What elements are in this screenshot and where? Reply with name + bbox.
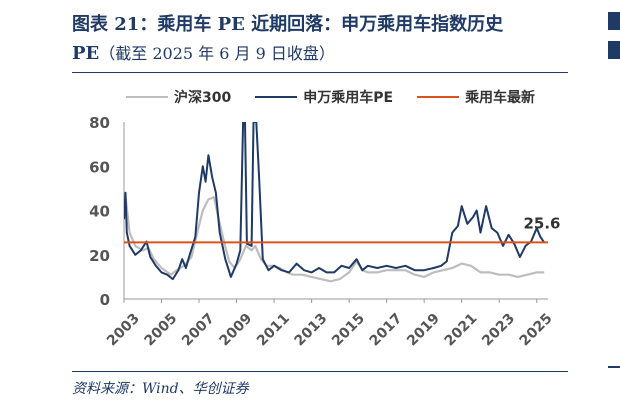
chart-legend: 沪深300 申万乘用车PE 乘用车最新 xyxy=(126,86,535,108)
legend-swatch-sw-pe xyxy=(255,96,298,98)
x-tick-label: 2013 xyxy=(292,311,331,350)
chart-title: 图表 21：乘用车 PE 近期回落：申万乘用车指数历史 PE（截至 2025 年… xyxy=(72,10,612,68)
pe-line-chart: 0204060802003200520072009201120132015201… xyxy=(89,114,560,350)
title-line-2-sub: （截至 2025 年 6 月 9 日收盘） xyxy=(99,44,335,63)
y-tick-label: 60 xyxy=(89,158,110,176)
x-tick-label: 2021 xyxy=(442,311,481,350)
latest-value-label: 25.6 xyxy=(523,214,560,232)
x-tick-label: 2003 xyxy=(104,311,143,350)
legend-swatch-latest xyxy=(417,96,460,98)
legend-item-sw-pe: 申万乘用车PE xyxy=(255,87,393,107)
adjacent-panel-fragment xyxy=(608,12,620,30)
footer-divider xyxy=(72,371,568,372)
x-tick-label: 2009 xyxy=(217,311,256,350)
title-line-2: PE（截至 2025 年 6 月 9 日收盘） xyxy=(72,39,612,68)
x-tick-label: 2011 xyxy=(254,311,293,350)
legend-label-latest: 乘用车最新 xyxy=(465,90,536,106)
adjacent-panel-fragment xyxy=(608,41,620,59)
series-line-sw-pe xyxy=(124,122,546,281)
x-tick-label: 2025 xyxy=(517,311,556,350)
legend-label-hs300: 沪深300 xyxy=(174,90,232,106)
source-note: 资料来源：Wind、华创证券 xyxy=(72,381,249,397)
title-line-2-main: PE xyxy=(72,43,100,64)
legend-item-hs300: 沪深300 xyxy=(126,87,231,107)
x-tick-label: 2015 xyxy=(329,311,368,350)
legend-label-sw-pe: 申万乘用车PE xyxy=(303,90,394,106)
y-tick-label: 40 xyxy=(89,203,110,221)
title-line-1: 图表 21：乘用车 PE 近期回落：申万乘用车指数历史 xyxy=(72,14,504,35)
x-tick-label: 2007 xyxy=(179,311,218,350)
x-tick-label: 2023 xyxy=(479,311,518,350)
title-divider xyxy=(72,72,568,73)
x-tick-label: 2017 xyxy=(367,311,406,350)
y-tick-label: 0 xyxy=(100,291,110,309)
x-tick-label: 2019 xyxy=(404,311,443,350)
y-tick-label: 80 xyxy=(89,114,110,132)
x-tick-label: 2005 xyxy=(141,311,180,350)
legend-item-latest: 乘用车最新 xyxy=(417,87,535,107)
y-tick-label: 20 xyxy=(89,247,110,265)
legend-swatch-hs300 xyxy=(126,96,168,98)
adjacent-panel-fragment xyxy=(608,366,620,368)
series-line-hs300 xyxy=(124,196,545,283)
